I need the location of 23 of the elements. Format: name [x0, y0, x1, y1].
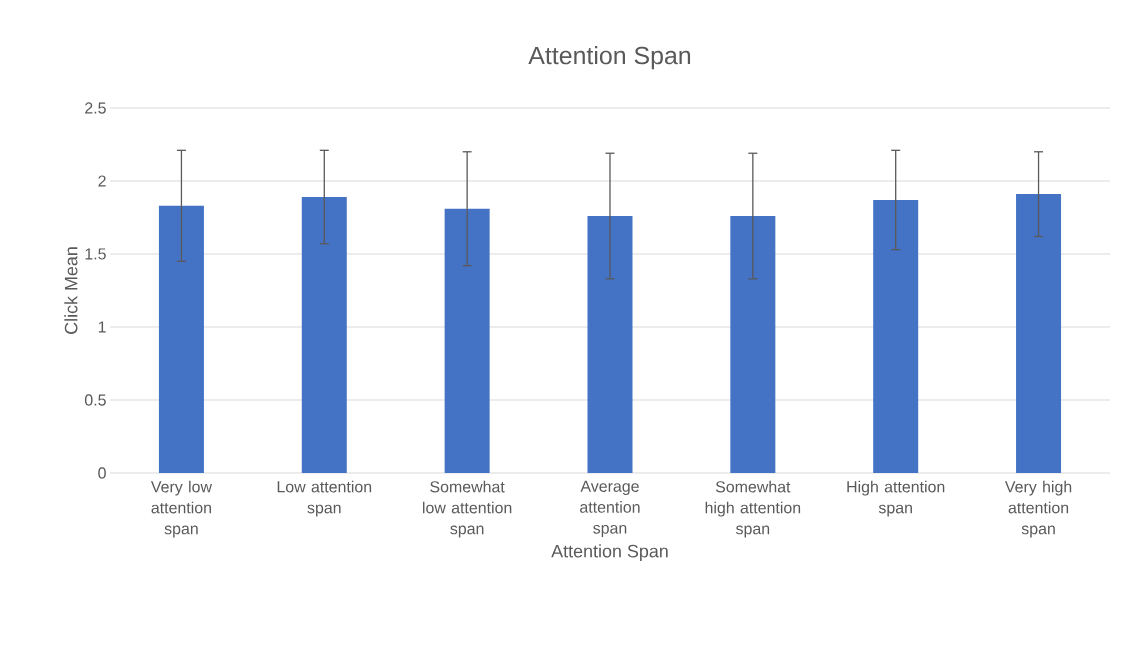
y-tick-label: 0.5: [84, 394, 106, 406]
x-tick-label: High attention span: [847, 480, 945, 517]
y-tick-label: 0: [98, 467, 106, 479]
bar: [1016, 194, 1062, 473]
chart-title: Attention Span: [528, 46, 691, 70]
x-tick-label: Very low attention span: [150, 480, 213, 538]
bar: [301, 197, 347, 473]
x-tick-label: Somewhat high attention span: [705, 480, 801, 538]
y-tick-label: 2.5: [85, 102, 106, 114]
x-tick-label: Average attention span: [580, 480, 640, 537]
x-tick-label: Very high attention span: [1004, 480, 1072, 538]
bar: [587, 216, 633, 473]
bar: [158, 205, 204, 473]
y-tick-label: 1.5: [85, 248, 106, 260]
x-tick-label: Low attention span: [277, 480, 372, 517]
x-axis-title: Attention Span: [551, 544, 668, 562]
bar: [873, 199, 919, 473]
y-tick-label: 2: [98, 175, 106, 187]
x-tick-label: Somewhat low attention span: [423, 480, 512, 538]
y-axis-title: Click Mean: [64, 247, 78, 334]
bar: [444, 208, 490, 473]
bar: [730, 216, 776, 473]
y-tick-label: 1: [98, 321, 106, 333]
